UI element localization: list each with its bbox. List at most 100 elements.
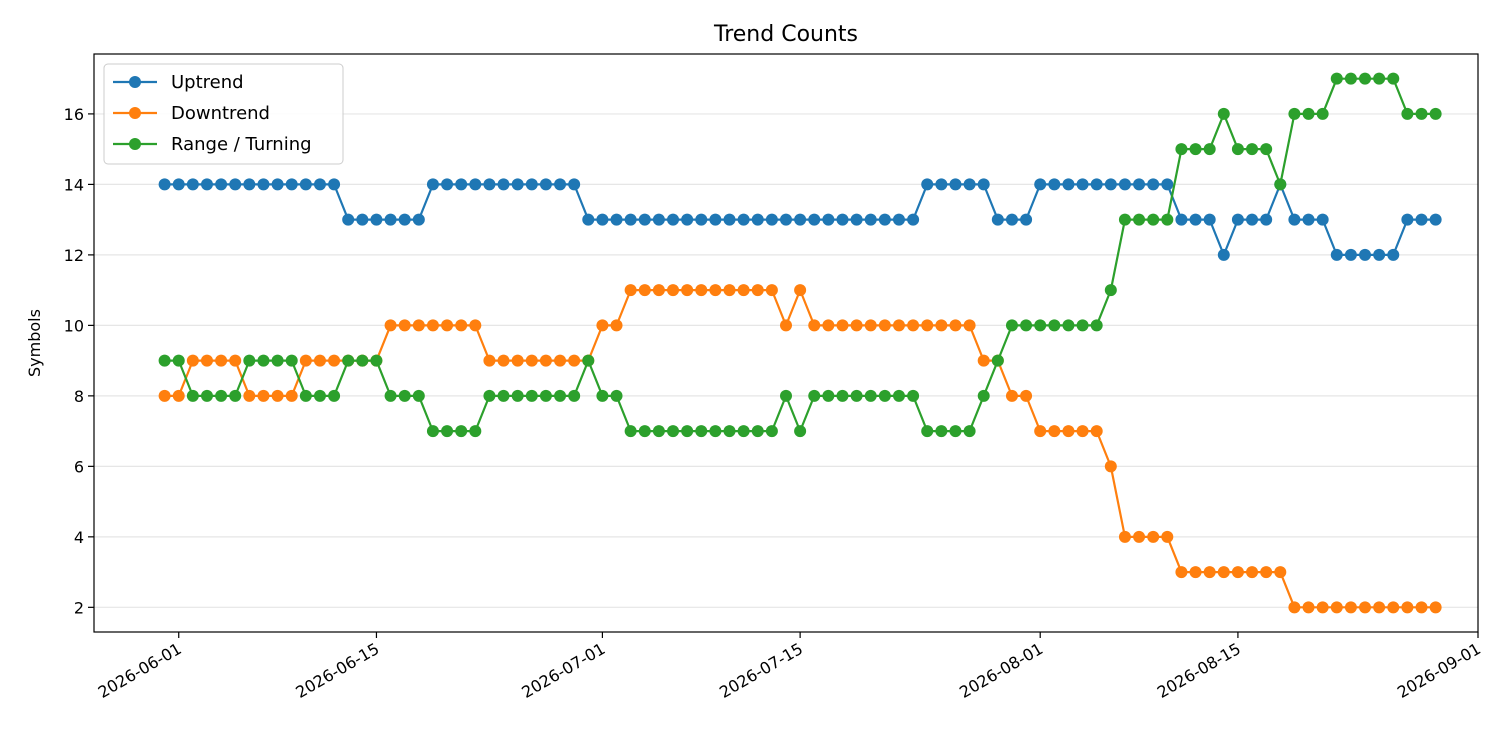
data-point-downtrend <box>1104 460 1117 473</box>
data-point-uptrend <box>200 178 213 191</box>
data-point-uptrend <box>991 213 1004 226</box>
data-point-uptrend <box>681 213 694 226</box>
data-point-range-turning <box>977 389 990 402</box>
legend-marker-downtrend <box>129 107 141 119</box>
data-point-downtrend <box>1288 601 1301 614</box>
data-point-downtrend <box>469 319 482 332</box>
data-point-downtrend <box>935 319 948 332</box>
data-point-range-turning <box>1359 72 1372 85</box>
data-point-uptrend <box>370 213 383 226</box>
data-point-uptrend <box>1090 178 1103 191</box>
data-point-uptrend <box>921 178 934 191</box>
data-point-range-turning <box>271 354 284 367</box>
data-point-uptrend <box>412 213 425 226</box>
data-point-downtrend <box>568 354 581 367</box>
data-point-downtrend <box>554 354 567 367</box>
data-point-uptrend <box>554 178 567 191</box>
data-point-downtrend <box>1246 566 1259 579</box>
data-point-downtrend <box>878 319 891 332</box>
legend-marker-uptrend <box>129 76 141 88</box>
data-point-downtrend <box>1387 601 1400 614</box>
data-point-range-turning <box>723 425 736 438</box>
data-point-range-turning <box>935 425 948 438</box>
data-point-range-turning <box>1373 72 1386 85</box>
data-point-uptrend <box>1288 213 1301 226</box>
data-point-uptrend <box>596 213 609 226</box>
data-point-uptrend <box>610 213 623 226</box>
data-point-downtrend <box>398 319 411 332</box>
data-point-downtrend <box>1189 566 1202 579</box>
data-point-uptrend <box>384 213 397 226</box>
data-point-uptrend <box>469 178 482 191</box>
plot-frame <box>93 53 1479 633</box>
data-point-range-turning <box>878 389 891 402</box>
data-point-uptrend <box>1104 178 1117 191</box>
data-point-uptrend <box>695 213 708 226</box>
data-point-uptrend <box>441 178 454 191</box>
data-point-range-turning <box>610 389 623 402</box>
data-point-range-turning <box>737 425 750 438</box>
data-point-downtrend <box>299 354 312 367</box>
data-point-range-turning <box>667 425 680 438</box>
data-point-uptrend <box>158 178 171 191</box>
data-point-uptrend <box>511 178 524 191</box>
data-point-downtrend <box>624 284 637 297</box>
data-point-uptrend <box>1429 213 1442 226</box>
data-point-range-turning <box>1133 213 1146 226</box>
data-point-downtrend <box>1344 601 1357 614</box>
data-point-range-turning <box>497 389 510 402</box>
data-point-uptrend <box>1005 213 1018 226</box>
data-point-range-turning <box>1020 319 1033 332</box>
data-point-uptrend <box>836 213 849 226</box>
data-point-range-turning <box>864 389 877 402</box>
data-point-range-turning <box>384 389 397 402</box>
data-point-downtrend <box>1302 601 1315 614</box>
data-point-uptrend <box>977 178 990 191</box>
data-point-downtrend <box>186 354 199 367</box>
data-point-downtrend <box>285 389 298 402</box>
data-point-uptrend <box>1415 213 1428 226</box>
data-point-range-turning <box>765 425 778 438</box>
data-point-uptrend <box>878 213 891 226</box>
data-point-uptrend <box>328 178 341 191</box>
data-point-uptrend <box>568 178 581 191</box>
data-point-downtrend <box>667 284 680 297</box>
data-point-uptrend <box>1118 178 1131 191</box>
data-point-range-turning <box>342 354 355 367</box>
data-point-range-turning <box>1203 143 1216 156</box>
data-point-uptrend <box>1231 213 1244 226</box>
data-point-uptrend <box>652 213 665 226</box>
data-point-range-turning <box>1217 107 1230 120</box>
data-point-uptrend <box>1175 213 1188 226</box>
data-point-downtrend <box>652 284 665 297</box>
data-point-uptrend <box>299 178 312 191</box>
data-point-range-turning <box>1231 143 1244 156</box>
data-point-uptrend <box>822 213 835 226</box>
data-point-range-turning <box>455 425 468 438</box>
data-point-range-turning <box>1429 107 1442 120</box>
y-axis: 2 4 6 8 10 12 14 16 <box>64 105 94 617</box>
legend-label-uptrend: Uptrend <box>171 72 244 93</box>
data-point-range-turning <box>469 425 482 438</box>
data-point-downtrend <box>963 319 976 332</box>
data-point-downtrend <box>1359 601 1372 614</box>
data-point-downtrend <box>441 319 454 332</box>
data-point-range-turning <box>483 389 496 402</box>
data-point-uptrend <box>229 178 242 191</box>
data-point-range-turning <box>652 425 665 438</box>
data-point-range-turning <box>1344 72 1357 85</box>
data-point-downtrend <box>172 389 185 402</box>
legend-label-downtrend: Downtrend <box>171 103 270 124</box>
data-point-uptrend <box>356 213 369 226</box>
data-point-range-turning <box>1048 319 1061 332</box>
data-point-uptrend <box>1133 178 1146 191</box>
data-point-range-turning <box>921 425 934 438</box>
data-point-range-turning <box>907 389 920 402</box>
data-point-downtrend <box>525 354 538 367</box>
data-point-uptrend <box>172 178 185 191</box>
data-point-downtrend <box>1260 566 1273 579</box>
data-point-range-turning <box>525 389 538 402</box>
data-point-downtrend <box>596 319 609 332</box>
data-point-range-turning <box>850 389 863 402</box>
